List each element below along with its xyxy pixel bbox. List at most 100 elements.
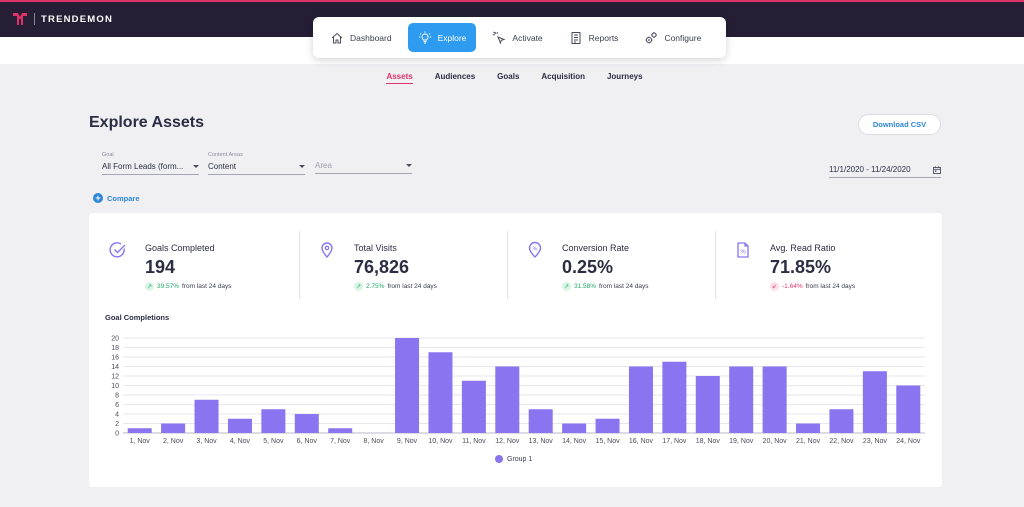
home-icon [331, 32, 343, 43]
goal-filter-label: Goal [102, 152, 114, 158]
x-tick-label: 14, Nov [562, 438, 587, 445]
y-tick-label: 0 [115, 431, 119, 438]
chart-bar [161, 423, 186, 433]
x-tick-label: 24, Nov [896, 438, 921, 445]
y-tick-label: 8 [115, 393, 119, 400]
stats-card: Goals Completed 194 ↗ 39.57% from last 2… [89, 213, 942, 487]
chart-bar [461, 380, 486, 433]
goal-filter: Goal All Form Leads (form... [102, 152, 199, 175]
tab-audiences[interactable]: Audiences [434, 72, 476, 81]
y-tick-label: 2 [115, 421, 119, 428]
page-title: Explore Assets [89, 114, 205, 131]
chart-bar [862, 371, 887, 433]
chart-bar [662, 361, 687, 433]
calendar-icon [933, 165, 941, 174]
nav-item-activate[interactable]: Activate [482, 23, 552, 52]
tab-assets[interactable]: Assets [386, 72, 413, 84]
percent-pin-icon: % [528, 241, 542, 258]
kpi-change-percent: 31.58% [574, 283, 597, 290]
legend-swatch [495, 455, 503, 463]
date-range-picker[interactable]: 11/1/2020 - 11/24/2020 [829, 165, 941, 178]
x-tick-label: 2, Nov [163, 438, 184, 445]
x-tick-label: 9, Nov [397, 438, 418, 445]
download-csv-button[interactable]: Download CSV [858, 114, 941, 135]
legend-label: Group 1 [507, 455, 533, 463]
chevron-down-icon [193, 165, 199, 168]
y-tick-label: 18 [111, 345, 119, 352]
content-areas-select[interactable]: Content [208, 162, 305, 175]
logo[interactable]: TRENDEMON [12, 12, 113, 26]
nav-item-label: Configure [664, 32, 702, 43]
kpi-avg-read-ratio: % Avg. Read Ratio 71.85% ↙ -1.64% from l… [734, 231, 924, 301]
nav-item-label: Explore [437, 32, 467, 43]
nav-item-reports[interactable]: Reports [559, 23, 629, 52]
compare-button[interactable]: + Compare [93, 193, 140, 203]
nav-item-configure[interactable]: Configure [634, 23, 711, 52]
x-tick-label: 15, Nov [595, 438, 620, 445]
chart-bar [729, 366, 754, 433]
compare-label: Compare [107, 193, 140, 203]
logo-text: TRENDEMON [41, 13, 114, 25]
plus-icon: + [93, 193, 103, 203]
kpi-change: ↗ 39.57% from last 24 days [145, 282, 232, 291]
chart-bar [428, 352, 453, 433]
kpi-title: Total Visits [354, 243, 397, 253]
kpi-change: ↙ -1.64% from last 24 days [770, 282, 855, 291]
nav-item-label: Activate [512, 32, 543, 43]
x-tick-label: 17, Nov [662, 438, 687, 445]
logo-divider [34, 13, 35, 25]
tab-journeys[interactable]: Journeys [606, 72, 643, 81]
y-tick-label: 10 [111, 383, 119, 390]
x-tick-label: 11, Nov [462, 438, 486, 445]
nav-item-explore[interactable]: Explore [407, 23, 477, 52]
check-circle-icon [109, 242, 126, 258]
kpi-total-visits: Total Visits 76,826 ↗ 2.75% from last 24… [318, 231, 508, 301]
chart-bar [261, 409, 286, 433]
goal-select[interactable]: All Form Leads (form... [102, 162, 199, 175]
x-tick-label: 20, Nov [763, 438, 788, 445]
chart-bar [829, 409, 854, 433]
tab-acquisition[interactable]: Acquisition [541, 72, 585, 81]
x-tick-label: 22, Nov [829, 438, 854, 445]
tab-goals[interactable]: Goals [497, 72, 520, 81]
kpi-change-suffix: from last 24 days [805, 283, 856, 290]
kpi-value: 71.85% [770, 257, 832, 277]
chart-bar [395, 338, 420, 433]
goal-select-value: All Form Leads (form... [102, 162, 184, 171]
x-tick-label: 16, Nov [629, 438, 654, 445]
kpi-change-suffix: from last 24 days [182, 283, 232, 290]
kpi-change-percent: 39.57% [157, 283, 180, 290]
nav-item-dashboard[interactable]: Dashboard [320, 23, 402, 52]
lightbulb-icon [418, 31, 431, 43]
logo-mark-icon [13, 13, 27, 25]
date-range-value: 11/1/2020 - 11/24/2020 [829, 165, 911, 174]
chart-bar [294, 414, 319, 433]
kpi-value: 194 [145, 257, 176, 277]
area-filter: Area [315, 161, 412, 174]
chart-bar [896, 385, 921, 433]
chart-bar [562, 423, 587, 433]
x-tick-label: 12, Nov [495, 438, 520, 445]
arrow-up-right-icon: ↗ [145, 282, 154, 291]
kpi-divider [715, 231, 716, 299]
x-tick-label: 21, Nov [796, 438, 821, 445]
report-icon [571, 31, 581, 44]
chart-bar [528, 409, 553, 433]
area-select[interactable]: Area [315, 161, 412, 174]
location-pin-icon [321, 242, 333, 259]
kpi-title: Avg. Read Ratio [770, 243, 836, 253]
kpi-change-percent: 2.75% [366, 283, 385, 290]
chart-legend[interactable]: Group 1 [495, 455, 532, 463]
kpi-conversion-rate: % Conversion Rate 0.25% ↗ 31.58% from la… [526, 231, 716, 301]
y-tick-label: 4 [115, 412, 119, 419]
chart-bar [227, 418, 252, 433]
chart-bar [194, 399, 219, 433]
y-tick-label: 12 [111, 374, 119, 381]
chart-bar [695, 376, 720, 433]
kpi-change: ↗ 2.75% from last 24 days [354, 282, 437, 291]
x-tick-label: 23, Nov [863, 438, 888, 445]
kpi-divider [299, 231, 300, 299]
percent-doc-icon: % [737, 242, 749, 258]
chevron-down-icon [299, 165, 305, 168]
x-tick-label: 4, Nov [230, 438, 251, 445]
